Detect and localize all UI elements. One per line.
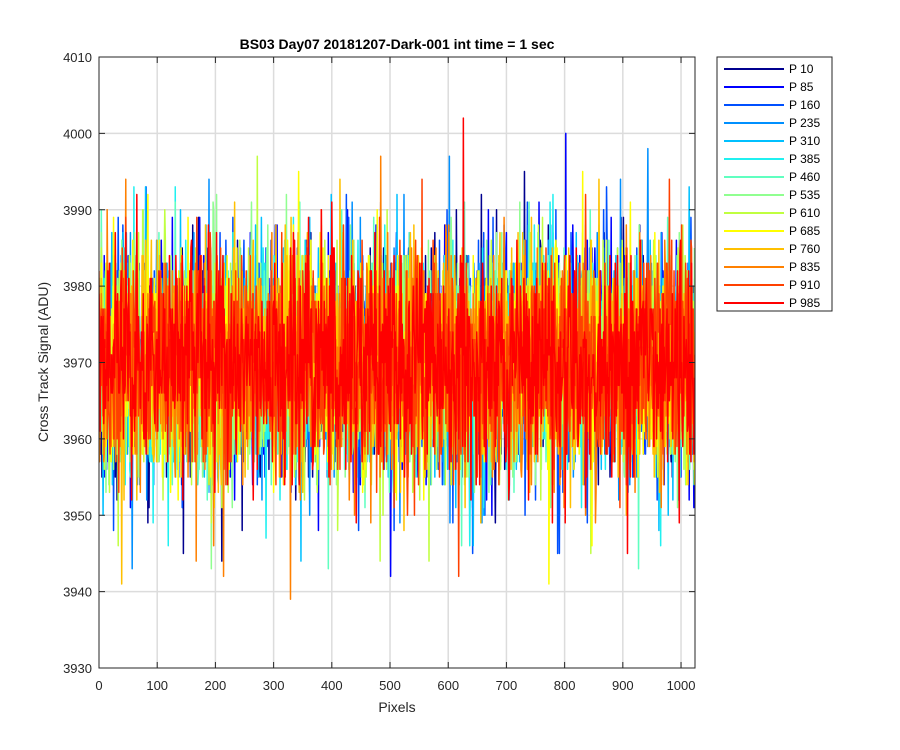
legend-label: P 910 [789, 278, 820, 292]
y-tick-label: 3950 [63, 508, 92, 523]
legend-label: P 85 [789, 80, 814, 94]
legend-label: P 985 [789, 296, 820, 310]
legend-box [716, 56, 833, 312]
legend-label: P 10 [789, 62, 814, 76]
legend-label: P 310 [789, 134, 820, 148]
x-tick-label: 200 [205, 678, 227, 693]
y-tick-label: 4010 [63, 50, 92, 65]
y-tick-label: 3990 [63, 203, 92, 218]
x-axis-label: Pixels [378, 699, 415, 715]
x-tick-label: 300 [263, 678, 285, 693]
chart-title: BS03 Day07 20181207-Dark-001 int time = … [240, 36, 555, 52]
y-tick-label: 4000 [63, 126, 92, 141]
y-tick-label: 3980 [63, 279, 92, 294]
series-line [99, 117, 695, 555]
legend-label: P 160 [789, 98, 820, 112]
x-tick-label: 500 [379, 678, 401, 693]
legend-label: P 685 [789, 224, 820, 238]
legend-label: P 760 [789, 242, 820, 256]
x-tick-label: 0 [95, 678, 102, 693]
legend-label: P 460 [789, 170, 820, 184]
x-tick-label: 700 [496, 678, 518, 693]
x-tick-label: 400 [321, 678, 343, 693]
legend: P 10 P 85 P 160 P 235 P 310 P 385 P 460 P 535 P … [716, 56, 833, 312]
y-tick-label: 3930 [63, 661, 92, 676]
legend-label: P 610 [789, 206, 820, 220]
y-axis-label: Cross Track Signal (ADU) [35, 282, 51, 442]
x-tick-label: 600 [437, 678, 459, 693]
x-tick-label: 800 [554, 678, 576, 693]
y-ticks: 3930 3940 3950 3960 3970 3980 3990 4000 4010 [63, 50, 695, 676]
x-tick-label: 900 [612, 678, 634, 693]
y-tick-label: 3970 [63, 356, 92, 371]
legend-label: P 385 [789, 152, 820, 166]
y-tick-label: 3940 [63, 585, 92, 600]
x-ticks: 0 100 200 300 400 500 600 700 800 900 1000 [95, 57, 695, 693]
x-tick-label: 100 [146, 678, 168, 693]
legend-label: P 535 [789, 188, 820, 202]
legend-label: P 235 [789, 116, 820, 130]
y-tick-label: 3960 [63, 432, 92, 447]
legend-label: P 835 [789, 260, 820, 274]
series-group [99, 117, 695, 601]
x-tick-label: 1000 [667, 678, 696, 693]
